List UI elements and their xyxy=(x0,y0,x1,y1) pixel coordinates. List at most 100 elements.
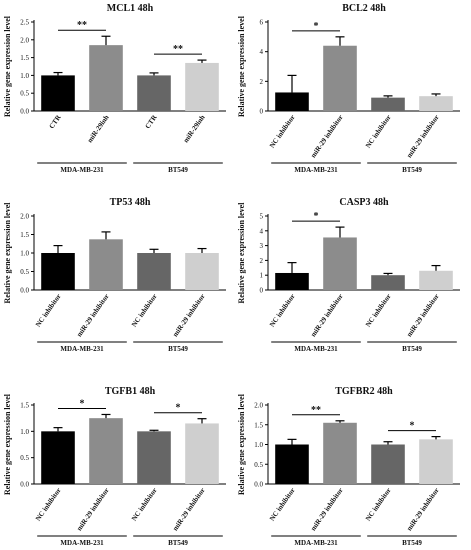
x-category-label: NC inhibitor xyxy=(34,293,63,329)
group-label: MDA-MB-231 xyxy=(60,345,104,353)
y-axis-label: Relative gene expression level xyxy=(3,202,12,304)
group-label: BT549 xyxy=(402,345,422,353)
y-tick-label: 0.5 xyxy=(20,268,29,276)
y-tick-label: 6 xyxy=(260,19,264,27)
bar xyxy=(419,439,453,484)
y-tick-label: 0.5 xyxy=(254,461,263,469)
bar xyxy=(89,239,123,290)
group-label: BT549 xyxy=(168,166,188,174)
bar xyxy=(371,444,405,484)
y-tick-label: 0 xyxy=(260,108,264,116)
bar xyxy=(41,75,75,111)
bar xyxy=(323,45,357,111)
group-label: BT549 xyxy=(168,539,188,547)
group-label: BT549 xyxy=(402,539,422,547)
bar xyxy=(185,62,219,111)
x-category-label: miR-29inh xyxy=(182,113,207,144)
y-tick-label: 1 xyxy=(260,272,264,280)
x-category-label: miR-29inh xyxy=(86,113,111,144)
bar xyxy=(275,92,309,111)
x-category-label: miR-29 inhibitor xyxy=(75,293,110,339)
x-category-label: miR-29 inhibitor xyxy=(405,114,440,160)
y-tick-label: 0.0 xyxy=(20,287,29,295)
x-category-label: NC inhibitor xyxy=(130,293,159,329)
bar xyxy=(371,97,405,111)
bar xyxy=(41,431,75,484)
significance-marker: * xyxy=(176,403,181,414)
y-tick-label: 4 xyxy=(260,227,264,235)
chart-panel-4: CASP3 48h Relative gene expression level 0… xyxy=(237,197,460,353)
bar xyxy=(185,423,219,484)
bar xyxy=(41,253,75,290)
y-tick-label: 5 xyxy=(260,213,264,221)
x-category-label: NC inhibitor xyxy=(130,487,159,523)
x-category-label: NC inhibitor xyxy=(268,487,297,523)
group-label: MDA-MB-231 xyxy=(294,166,338,174)
y-axis-label: Relative gene expression level xyxy=(237,393,246,495)
bar xyxy=(323,422,357,484)
x-category-label: miR-29 inhibitor xyxy=(309,114,344,160)
y-tick-label: 2 xyxy=(260,257,264,265)
bar xyxy=(137,253,171,290)
chart-title: CASP3 48h xyxy=(339,197,389,208)
group-label: MDA-MB-231 xyxy=(294,539,338,547)
bar xyxy=(89,45,123,111)
x-category-label: miR-29 inhibitor xyxy=(309,293,344,339)
group-label: MDA-MB-231 xyxy=(60,166,104,174)
x-category-label: miR-29 inhibitor xyxy=(171,487,206,533)
x-category-label: NC inhibitor xyxy=(364,293,393,329)
x-category-label: miR-29 inhibitor xyxy=(75,487,110,533)
significance-marker: ** xyxy=(311,405,321,416)
y-axis-label: Relative gene expression level xyxy=(237,202,246,304)
group-label: BT549 xyxy=(402,166,422,174)
y-tick-label: 0.0 xyxy=(20,481,29,489)
x-category-label: NC inhibitor xyxy=(268,293,297,329)
x-category-label: NC inhibitor xyxy=(364,487,393,523)
y-tick-label: 0.0 xyxy=(254,481,263,489)
y-tick-label: 2 xyxy=(260,78,264,86)
x-category-label: NC inhibitor xyxy=(364,114,393,150)
bar xyxy=(137,431,171,484)
significance-marker: * xyxy=(314,21,319,32)
y-tick-label: 1.5 xyxy=(20,402,29,410)
chart-panel-2: BCL2 48h Relative gene expression level 0 2… xyxy=(237,3,460,174)
y-tick-label: 1.0 xyxy=(254,441,263,449)
chart-title: BCL2 48h xyxy=(342,3,386,14)
group-label: MDA-MB-231 xyxy=(294,345,338,353)
y-tick-label: 0 xyxy=(260,287,264,295)
chart-panel-6: TGFBR2 48h Relative gene expression level… xyxy=(237,386,460,547)
significance-marker: ** xyxy=(173,44,183,55)
y-tick-label: 3 xyxy=(260,242,264,250)
y-tick-label: 0.5 xyxy=(20,454,29,462)
bar xyxy=(419,270,453,290)
significance-marker: * xyxy=(314,211,319,222)
group-label: BT549 xyxy=(168,345,188,353)
chart-panel-5: TGFB1 48h Relative gene expression level 0… xyxy=(3,386,226,547)
x-category-label: miR-29 inhibitor xyxy=(309,487,344,533)
y-tick-label: 1.5 xyxy=(254,421,263,429)
bar xyxy=(419,96,453,111)
x-category-label: CTR xyxy=(48,113,64,130)
chart-title: TGFB1 48h xyxy=(105,386,156,397)
x-category-label: CTR xyxy=(144,113,160,130)
bar xyxy=(275,272,309,290)
y-axis-label: Relative gene expression level xyxy=(3,393,12,495)
y-tick-label: 1.5 xyxy=(20,54,29,62)
y-tick-label: 2.0 xyxy=(20,36,29,44)
chart-title: TGFBR2 48h xyxy=(335,386,393,397)
chart-title: TP53 48h xyxy=(110,197,151,208)
x-category-label: miR-29 inhibitor xyxy=(171,293,206,339)
y-tick-label: 1.0 xyxy=(20,250,29,258)
y-tick-label: 2.0 xyxy=(20,213,29,221)
y-tick-label: 0.5 xyxy=(20,90,29,98)
y-tick-label: 2.0 xyxy=(254,402,263,410)
y-tick-label: 0.0 xyxy=(20,108,29,116)
y-axis-label: Relative gene expression level xyxy=(237,15,246,117)
chart-title: MCL1 48h xyxy=(107,3,154,14)
bar xyxy=(185,253,219,290)
bar xyxy=(371,275,405,290)
chart-panel-1: MCL1 48h Relative gene expression level 0.… xyxy=(3,3,226,174)
bar xyxy=(137,75,171,111)
y-tick-label: 1.5 xyxy=(20,231,29,239)
